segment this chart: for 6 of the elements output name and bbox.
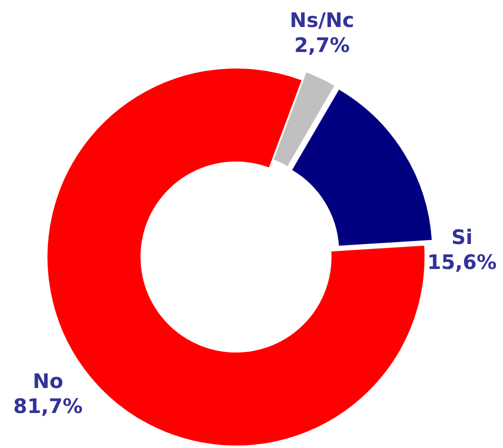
slice-label: Si (451, 225, 473, 249)
data-label: 2,7% (294, 33, 350, 57)
slice-label: No (32, 369, 64, 393)
data-label: 81,7% (13, 394, 83, 418)
slice-label: Ns/Nc (290, 8, 354, 32)
data-label: 15,6% (427, 250, 497, 274)
